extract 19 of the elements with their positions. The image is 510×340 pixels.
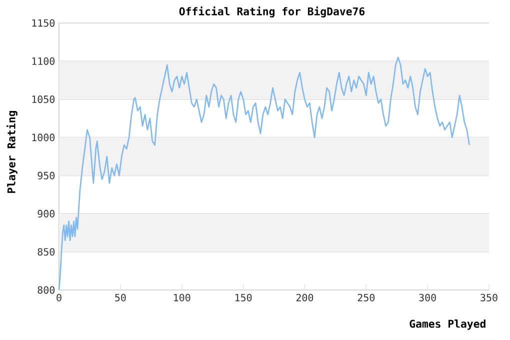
- y-tick-label: 1100: [32, 57, 55, 65]
- x-tick-label: 350: [480, 294, 498, 302]
- chart-title: Official Rating for BigDave76: [179, 6, 365, 18]
- x-tick-label: 300: [419, 294, 436, 302]
- y-tick-label: 1000: [32, 134, 55, 142]
- y-tick-label: 900: [38, 210, 55, 218]
- x-tick-label: 150: [235, 294, 252, 302]
- y-tick-label: 800: [38, 286, 55, 294]
- y-axis-title: Player Rating: [6, 110, 18, 193]
- y-tick-label: 950: [38, 172, 55, 180]
- x-tick-label: 250: [358, 294, 375, 302]
- x-tick-label: 100: [174, 294, 190, 302]
- y-tick-label: 850: [38, 248, 55, 256]
- x-axis-title: Games Played: [410, 320, 486, 330]
- y-tick-label: 1150: [32, 19, 55, 27]
- x-tick-label: 200: [296, 294, 314, 302]
- x-tick-label: 50: [115, 294, 126, 302]
- y-tick-label: 1050: [32, 96, 55, 104]
- x-tick-label: 0: [56, 294, 62, 302]
